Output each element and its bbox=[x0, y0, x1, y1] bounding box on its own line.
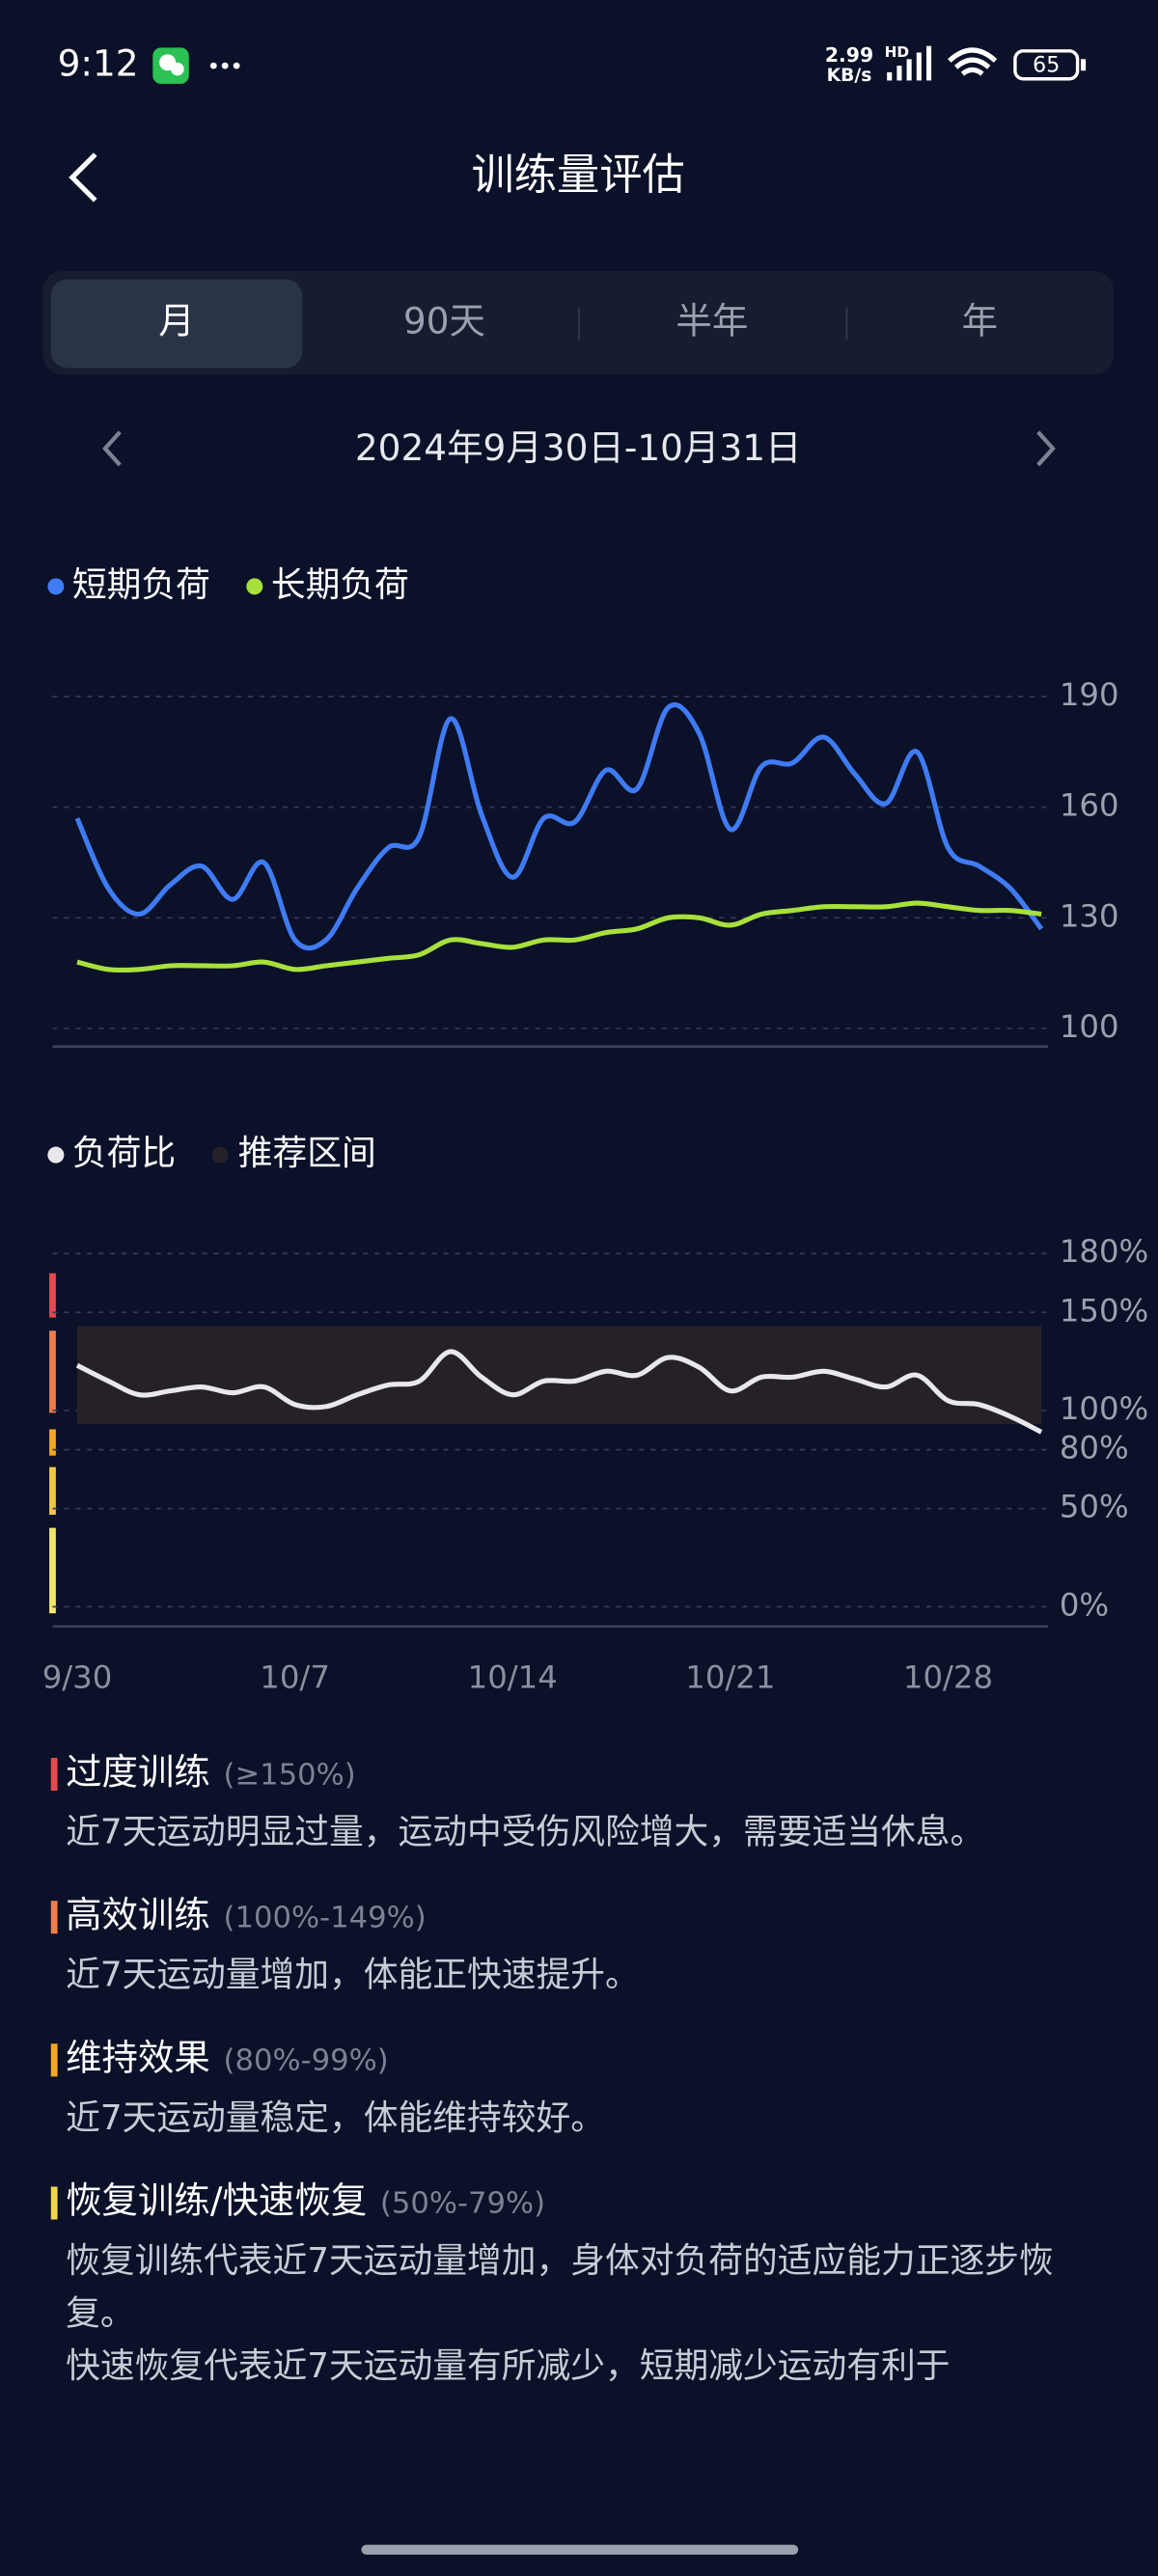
battery-nub bbox=[1081, 59, 1087, 71]
level-title: 恢复训练/快速恢复 (50%-79%) bbox=[66, 2181, 546, 2223]
level-range: (80%-99%) bbox=[223, 2043, 389, 2079]
y-tick-label: 0% bbox=[1060, 1586, 1109, 1623]
zone-bar bbox=[49, 1330, 56, 1413]
wifi-icon bbox=[948, 47, 998, 76]
legend-label: 短期负荷 bbox=[72, 565, 210, 605]
more-dot bbox=[221, 62, 229, 69]
legend-label: 长期负荷 bbox=[271, 565, 409, 605]
legend-dot bbox=[211, 1146, 229, 1164]
description-item: 恢复训练/快速恢复 (50%-79%) 恢复训练代表近7天运动量增加，身体对负荷的适… bbox=[0, 2174, 1158, 2392]
level-title: 维持效果 (80%-99%) bbox=[66, 2039, 389, 2080]
y-tick-label: 50% bbox=[1060, 1489, 1129, 1525]
more-dot bbox=[209, 62, 217, 69]
x-tick-label: 10/21 bbox=[685, 1658, 775, 1695]
zone-bar bbox=[49, 1466, 56, 1515]
page-title: 训练量评估 bbox=[472, 151, 685, 200]
level-text: 近7天运动明显过量，运动中受伤风险增大，需要适当休息。 bbox=[66, 1812, 985, 1852]
legend-dot bbox=[246, 578, 263, 595]
zone-bar bbox=[49, 1527, 56, 1614]
level-marker bbox=[50, 1901, 58, 1934]
description-item: 过度训练 (≥150%) 近7天运动明显过量，运动中受伤风险增大，需要适当休息。 bbox=[0, 1744, 1158, 1857]
tab-bar: 月 90天 半年 年 bbox=[42, 270, 1115, 375]
zone-bar bbox=[49, 1429, 56, 1456]
status-time: 9:12 bbox=[58, 42, 139, 85]
y-tick-label: 130 bbox=[1060, 897, 1119, 934]
y-tick-label: 100% bbox=[1060, 1390, 1148, 1427]
tab-divider bbox=[845, 307, 848, 341]
level-marker bbox=[50, 1758, 58, 1792]
next-button[interactable] bbox=[1036, 430, 1056, 467]
prev-button[interactable] bbox=[102, 430, 122, 467]
x-tick-label: 10/7 bbox=[260, 1658, 330, 1695]
date-range: 2024年9月30日-10月31日 bbox=[355, 426, 802, 469]
y-tick-label: 100 bbox=[1060, 1008, 1119, 1045]
level-range: (50%-79%) bbox=[379, 2186, 546, 2222]
tab[interactable]: 半年 bbox=[676, 302, 749, 343]
level-text: 恢复训练代表近7天运动量增加，身体对负荷的适应能力正逐步恢复。 bbox=[66, 2240, 1054, 2333]
more-dot bbox=[233, 62, 240, 69]
level-text: 近7天运动量增加，体能正快速提升。 bbox=[66, 1955, 640, 1995]
net-unit: KB/s bbox=[827, 66, 872, 86]
legend-label: 负荷比 bbox=[72, 1134, 176, 1173]
description-item: 高效训练 (100%-149%) 近7天运动量增加，体能正快速提升。 bbox=[0, 1888, 1158, 2001]
legend-dot bbox=[47, 578, 65, 595]
tab[interactable]: 年 bbox=[961, 302, 999, 343]
descriptions: 过度训练 (≥150%) 近7天运动明显过量，运动中受伤风险增大，需要适当休息。 高效… bbox=[0, 1744, 1158, 2483]
level-title: 高效训练 (100%-149%) bbox=[66, 1896, 427, 1937]
back-button[interactable] bbox=[69, 152, 97, 203]
x-tick-label: 10/28 bbox=[903, 1658, 993, 1695]
y-tick-label: 80% bbox=[1060, 1430, 1129, 1466]
series-line bbox=[74, 702, 1044, 951]
level-marker bbox=[50, 2186, 58, 2220]
description-item: 维持效果 (80%-99%) 近7天运动量稳定，体能维持较好。 bbox=[0, 2031, 1158, 2144]
legend-dot bbox=[47, 1146, 65, 1164]
battery-icon bbox=[1013, 49, 1080, 81]
series-line bbox=[75, 1349, 1043, 1435]
net-speed: 2.99 bbox=[825, 43, 873, 67]
level-text: 近7天运动量稳定，体能维持较好。 bbox=[66, 2097, 606, 2138]
y-tick-label: 160 bbox=[1060, 787, 1119, 824]
y-tick-label: 150% bbox=[1060, 1292, 1148, 1329]
tab[interactable]: 90天 bbox=[402, 302, 485, 343]
level-range: (≥150%) bbox=[223, 1758, 356, 1793]
net-type: HD bbox=[885, 43, 910, 61]
y-tick-label: 180% bbox=[1060, 1233, 1148, 1270]
legend-label: 推荐区间 bbox=[238, 1134, 376, 1173]
home-indicator bbox=[361, 2544, 799, 2555]
tab[interactable]: 月 bbox=[50, 279, 303, 369]
battery-level: 65 bbox=[1033, 53, 1060, 78]
y-tick-label: 190 bbox=[1060, 676, 1119, 713]
level-range: (100%-149%) bbox=[223, 1901, 427, 1935]
zone-bar bbox=[49, 1273, 56, 1318]
x-tick-label: 9/30 bbox=[42, 1658, 113, 1695]
tab-divider bbox=[578, 307, 580, 341]
x-tick-label: 10/14 bbox=[468, 1658, 558, 1695]
level-text: 快速恢复代表近7天运动量有所减少，短期减少运动有利于 bbox=[66, 2345, 951, 2386]
level-marker bbox=[50, 2043, 58, 2077]
signal-icon bbox=[887, 45, 932, 81]
series-line bbox=[76, 900, 1042, 973]
wechat-icon bbox=[171, 62, 184, 76]
level-title: 过度训练 (≥150%) bbox=[66, 1752, 356, 1795]
recommended-band bbox=[77, 1326, 1042, 1425]
